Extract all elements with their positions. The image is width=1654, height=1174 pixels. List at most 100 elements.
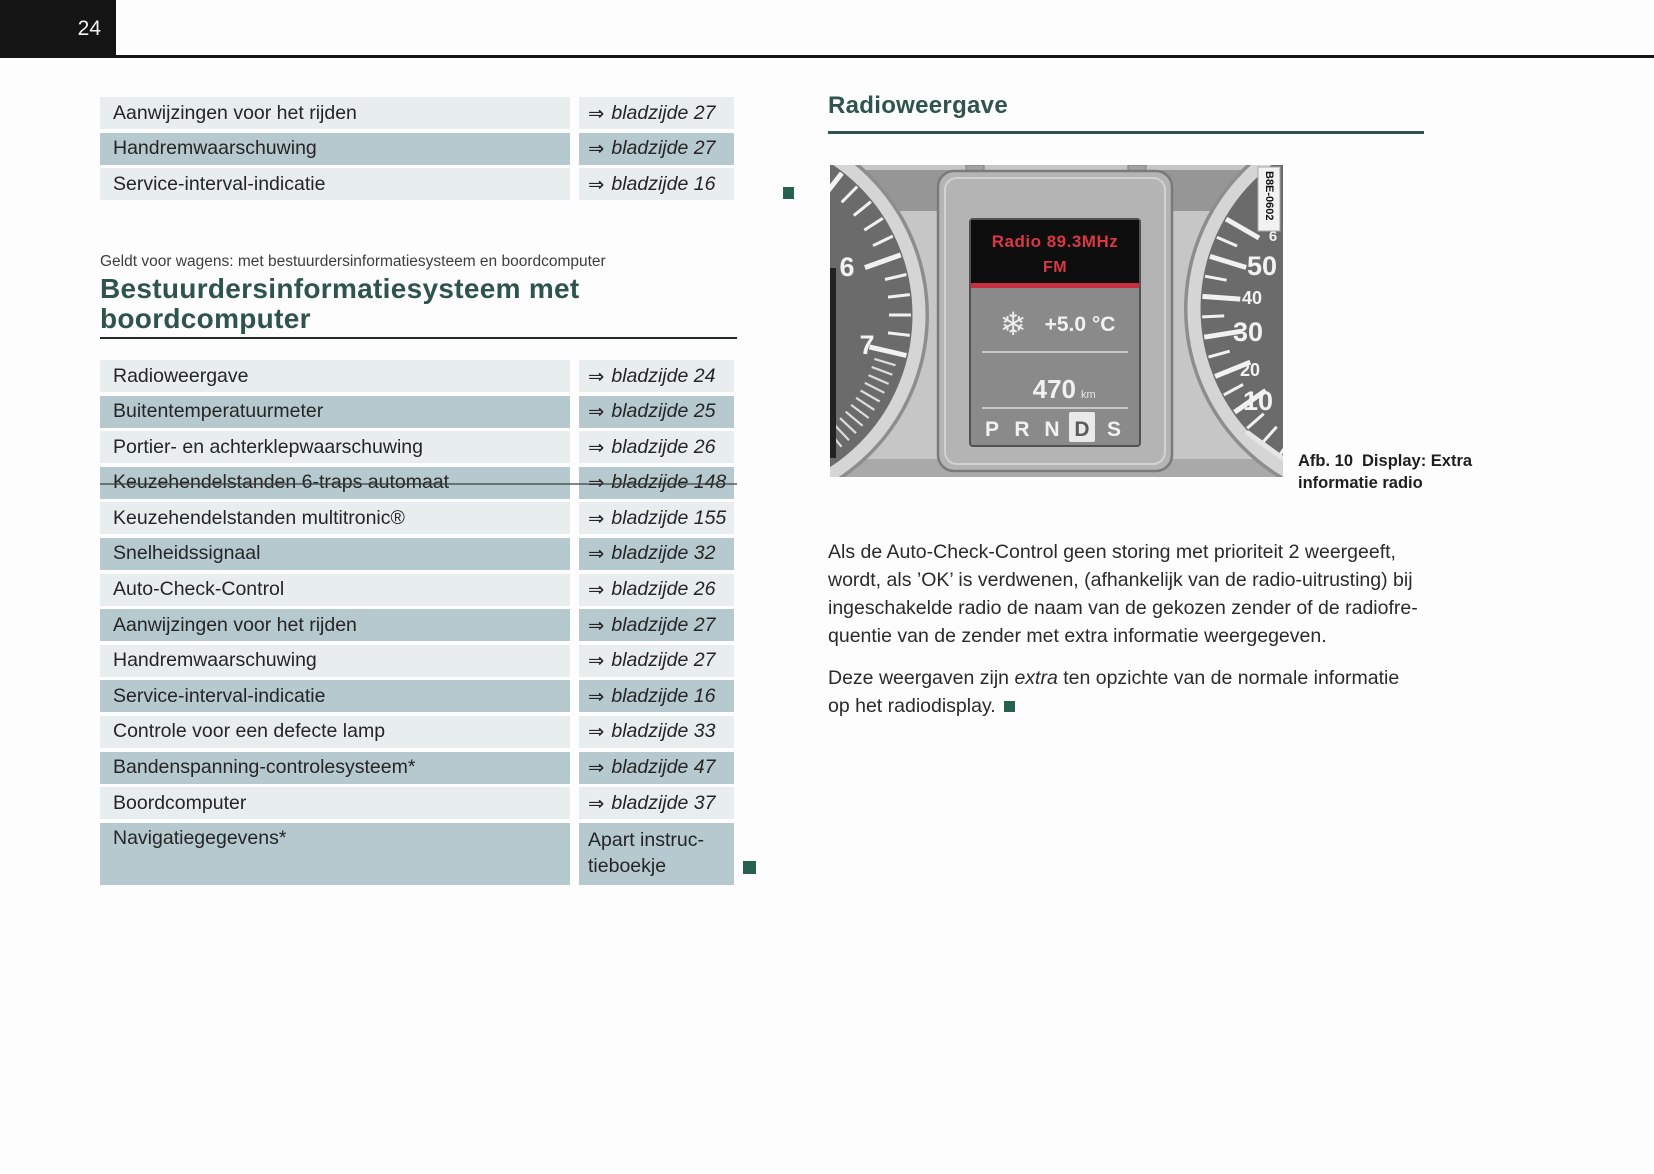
gauge-number: 40 (1242, 288, 1262, 308)
page-ref: bladzijde 26 (611, 578, 716, 601)
row-label-cell: Portier- en achterklepwaarschuwing (100, 431, 570, 464)
table-row: Handremwaarschuwing ⇒ bladzijde 27 (100, 644, 737, 677)
radio-band-text: FM (1043, 259, 1067, 276)
table-row: Controle voor een defecte lamp ⇒ bladzijd… (100, 715, 737, 748)
figure-caption: Afb. 10 Display: Extra informatie radio (1298, 451, 1493, 494)
row-label: Buitentemperatuurmeter (113, 400, 324, 423)
row-label-cell: Service-interval-indicatie (100, 680, 570, 713)
section-title-line2: boordcomputer (100, 303, 311, 334)
gear-letter-selected: D (1074, 418, 1089, 441)
page-ref: bladzijde 27 (611, 137, 716, 160)
gauge-number: 10 (1243, 386, 1273, 416)
gauge-number: 7 (859, 330, 874, 360)
row-page-ref-cell: ⇒ bladzijde 16 (579, 168, 734, 201)
row-label-cell: Keuzehendelstanden 6-traps automaat (100, 466, 570, 499)
range-unit: km (1081, 389, 1096, 401)
paragraph-text: op het radiodisplay. (828, 695, 996, 717)
gauge-outer-ring (1184, 165, 1283, 477)
paragraph-line: op het radiodisplay. (828, 692, 1468, 720)
snowflake-icon: ❄ (1000, 305, 1027, 343)
arrow-icon: ⇒ (588, 791, 605, 815)
table-row: Boordcomputer ⇒ bladzijde 37 (100, 787, 737, 820)
row-page-ref-cell: ⇒ bladzijde 37 (579, 787, 734, 820)
row-page-ref-cell: ⇒ bladzijde 26 (579, 431, 734, 464)
page-ref: bladzijde 32 (611, 542, 716, 565)
body-paragraph: Deze weergaven zijn extra ten opzichte v… (828, 664, 1468, 720)
outside-temperature: +5.0 °C (1045, 313, 1116, 336)
instrument-cluster-figure: 6 7 6 50 40 30 20 10 Radio 89.3MHz FM (830, 165, 1283, 477)
row-label-cell: Snelheidssignaal (100, 537, 570, 570)
range-value: 470 (1033, 374, 1076, 404)
table-row: Handremwaarschuwing ⇒ bladzijde 27 (100, 132, 737, 165)
row-label-cell: Boordcomputer (100, 787, 570, 820)
page-ref: bladzijde 148 (611, 471, 727, 494)
gauge-needle (1245, 430, 1283, 462)
table-row: Aanwijzingen voor het rijden ⇒ bladzijde … (100, 609, 737, 642)
table-row: Auto-Check-Control ⇒ bladzijde 26 (100, 573, 737, 606)
gear-letter: P (985, 418, 999, 441)
row-page-ref-cell: ⇒ bladzijde 148 (579, 466, 734, 499)
row-label: Service-interval-indicatie (113, 172, 326, 195)
row-label-cell: Navigatiegegevens* (100, 822, 570, 885)
table-row-struck: Keuzehendelstanden 6-traps automaat ⇒ bla… (100, 466, 737, 499)
page-ref: bladzijde 47 (611, 756, 716, 779)
row-label: Controle voor een defecte lamp (113, 720, 386, 743)
gauge-chrome-ring (830, 165, 926, 477)
display-divider (982, 407, 1128, 409)
row-label: Keuzehendelstanden 6-traps automaat (113, 471, 450, 494)
arrow-icon: ⇒ (588, 400, 605, 424)
paragraph-text-italic: extra (1014, 667, 1058, 689)
row-label-cell: Auto-Check-Control (100, 573, 570, 606)
arrow-icon: ⇒ (588, 435, 605, 459)
page-ref: Apart instruc- tieboekje (588, 828, 704, 877)
paragraph-line: quentie van de zender met extra informat… (828, 625, 1327, 647)
gear-letter: S (1107, 418, 1121, 441)
row-page-ref-cell: ⇒ bladzijde 24 (579, 360, 734, 392)
row-label: Handremwaarschuwing (113, 137, 317, 160)
section-end-marker (1003, 701, 1015, 712)
paragraph-text: ten opzichte van de normale informatie (1057, 667, 1400, 689)
row-label: Radioweergave (113, 364, 249, 387)
arrow-icon: ⇒ (588, 542, 605, 566)
driver-info-display: Radio 89.3MHz FM ❄ +5.0 °C 470 km P R N … (969, 218, 1141, 447)
arrow-icon: ⇒ (588, 506, 605, 530)
paragraph-line: wordt, als ’OK’ is verdwenen, (afhankeli… (828, 569, 1413, 591)
row-label: Snelheidssignaal (113, 542, 261, 565)
gauge-number: 6 (839, 252, 854, 282)
row-label: Navigatiegegevens* (113, 826, 287, 849)
arrow-icon: ⇒ (588, 101, 605, 125)
gauge-ticks (830, 171, 911, 454)
row-page-ref-cell: ⇒ bladzijde 33 (579, 715, 734, 748)
table-row: Snelheidssignaal ⇒ bladzijde 32 (100, 537, 737, 570)
section-title-rule (828, 131, 1424, 134)
reference-table-main: Radioweergave ⇒ bladzijde 24 Buitentemper… (100, 360, 737, 888)
page-ref: bladzijde 24 (611, 364, 716, 387)
page-ref: bladzijde 25 (611, 400, 716, 423)
row-page-ref-cell: Apart instruc- tieboekje (579, 822, 734, 885)
page-ref: bladzijde 16 (611, 172, 716, 195)
radio-station-text: Radio 89.3MHz (992, 232, 1118, 251)
page-ref: bladzijde 16 (611, 684, 716, 707)
applies-note: Geldt voor wagens: met bestuurdersinform… (100, 253, 606, 270)
page-ref: bladzijde 27 (611, 649, 716, 672)
row-label-cell: Radioweergave (100, 360, 570, 392)
paragraph-text: Deze weergaven zijn (828, 667, 1015, 689)
arrow-icon: ⇒ (588, 471, 604, 494)
table-row: Buitentemperatuurmeter ⇒ bladzijde 25 (100, 395, 737, 428)
page-ref: bladzijde 155 (611, 506, 727, 529)
arrow-icon: ⇒ (588, 613, 605, 637)
arrow-icon: ⇒ (588, 364, 605, 388)
row-label: Service-interval-indicatie (113, 684, 326, 707)
section-end-marker (743, 861, 756, 874)
table-row: Bandenspanning-controlesysteem* ⇒ bladzij… (100, 751, 737, 784)
row-label-cell: Service-interval-indicatie (100, 168, 570, 201)
page-ref: bladzijde 33 (611, 720, 716, 743)
row-label-cell: Aanwijzingen voor het rijden (100, 97, 570, 129)
row-page-ref-cell: ⇒ bladzijde 26 (579, 573, 734, 606)
paragraph-line: Deze weergaven zijn extra ten opzichte v… (828, 664, 1468, 692)
gauge-number-partial: 6 (1269, 228, 1277, 245)
speedometer-gauge: 6 50 40 30 20 10 (1184, 165, 1283, 477)
table-row: Radioweergave ⇒ bladzijde 24 (100, 360, 737, 392)
arrow-icon: ⇒ (588, 137, 605, 161)
